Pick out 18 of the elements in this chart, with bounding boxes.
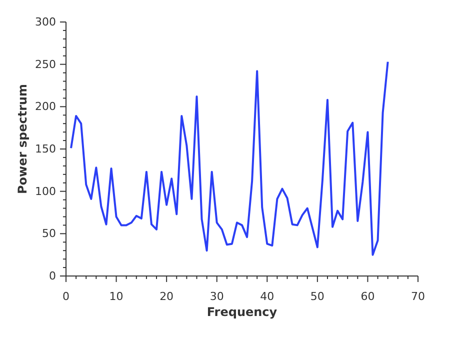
y-tick-label: 150	[35, 142, 56, 156]
x-tick-label: 70	[411, 290, 425, 303]
x-axis-title: Frequency	[206, 305, 278, 319]
y-tick-label: 250	[35, 58, 56, 71]
x-tick-label: 50	[310, 290, 324, 303]
x-tick-label: 10	[109, 290, 124, 303]
y-tick-label: 0	[49, 270, 56, 282]
y-tick-label: 100	[35, 184, 56, 198]
x-tick-label: 40	[260, 290, 274, 303]
line-series	[70, 60, 389, 256]
y-tick-label: 300	[35, 16, 56, 28]
y-tick-label: 50	[42, 227, 56, 240]
y-tick-label: 200	[35, 100, 56, 114]
x-tick-label: 30	[210, 290, 224, 303]
x-tick-label: 60	[360, 290, 375, 303]
x-tick-label: 0	[62, 290, 70, 303]
y-axis-title: Power spectrum	[15, 84, 30, 194]
x-tick-label: 20	[160, 290, 174, 303]
